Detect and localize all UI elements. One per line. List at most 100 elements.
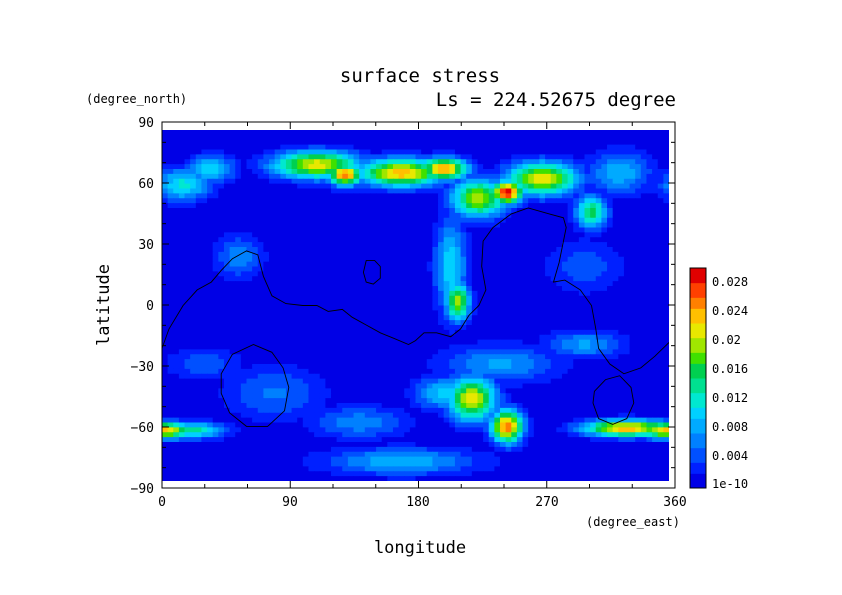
heatmap-cell (528, 251, 535, 258)
heatmap-cell (477, 134, 484, 141)
heatmap-cell (274, 393, 281, 399)
heatmap-cell (415, 266, 422, 272)
heatmap-cell (229, 300, 236, 307)
heatmap-cell (207, 325, 214, 331)
heatmap-cell (167, 398, 174, 404)
heatmap-cell (623, 222, 631, 229)
heatmap-cell (274, 130, 281, 136)
heatmap-cell (229, 251, 236, 258)
heatmap-cell (511, 325, 518, 331)
heatmap-cell (652, 344, 659, 350)
heatmap-cell (269, 154, 276, 160)
heatmap-cell (623, 134, 631, 141)
heatmap-cell (516, 320, 524, 326)
heatmap-cell (201, 364, 208, 370)
heatmap-cell (652, 173, 659, 180)
heatmap-cell (207, 251, 214, 258)
heatmap-cell (449, 256, 456, 263)
heatmap-cell (173, 183, 180, 190)
heatmap-cell (443, 325, 450, 331)
heatmap-cell (376, 300, 383, 307)
heatmap-cell (539, 300, 546, 307)
heatmap-cell (387, 193, 394, 199)
heatmap-cell (319, 271, 326, 277)
heatmap-cell (607, 320, 614, 326)
heatmap-cell (235, 364, 242, 370)
heatmap-cell (376, 232, 383, 238)
heatmap-cell (212, 354, 219, 360)
heatmap-cell (252, 247, 259, 253)
heatmap-cell (381, 286, 388, 292)
heatmap-cell (212, 305, 219, 311)
heatmap-cell (545, 310, 552, 316)
heatmap-cell (331, 339, 338, 346)
heatmap-cell (212, 173, 219, 180)
heatmap-cell (443, 378, 450, 385)
heatmap-cell (471, 373, 479, 380)
heatmap-cell (561, 271, 569, 277)
heatmap-cell (516, 339, 524, 346)
heatmap-cell (438, 373, 445, 380)
heatmap-cell (392, 300, 400, 307)
heatmap-cell (607, 183, 614, 190)
heatmap-cell (314, 349, 321, 355)
heatmap-cell (392, 198, 400, 204)
heatmap-cell (477, 261, 484, 268)
heatmap-cell (483, 149, 490, 155)
heatmap-cell (584, 334, 591, 341)
heatmap-cell (607, 144, 614, 151)
heatmap-cell (607, 290, 614, 297)
heatmap-cell (331, 393, 338, 399)
heatmap-cell (500, 276, 507, 282)
heatmap-cell (550, 310, 557, 316)
heatmap-cell (274, 237, 281, 243)
heatmap-cell (556, 295, 563, 302)
heatmap-cell (229, 290, 236, 297)
heatmap-cell (573, 164, 580, 170)
heatmap-cell (623, 149, 631, 155)
heatmap-cell (545, 164, 552, 170)
heatmap-cell (201, 154, 208, 160)
heatmap-cell (392, 159, 400, 165)
heatmap-cell (308, 144, 315, 151)
heatmap-cell (657, 393, 664, 399)
heatmap-cell (207, 154, 214, 160)
heatmap-cell (573, 383, 580, 389)
heatmap-cell (573, 130, 580, 136)
heatmap-cell (590, 256, 597, 263)
heatmap-cell (162, 368, 169, 375)
heatmap-cell (285, 203, 293, 209)
heatmap-cell (516, 305, 524, 311)
heatmap-cell (212, 281, 219, 287)
heatmap-cell (494, 286, 501, 292)
heatmap-cell (252, 198, 259, 204)
heatmap-cell (342, 329, 349, 336)
heatmap-cell (590, 144, 597, 151)
heatmap-cell (477, 378, 484, 385)
heatmap-cell (438, 286, 445, 292)
heatmap-cell (629, 188, 636, 194)
heatmap-cell (663, 212, 669, 219)
heatmap-cell (561, 256, 569, 263)
heatmap-cell (505, 388, 512, 394)
heatmap-cell (347, 295, 355, 302)
heatmap-cell (240, 388, 248, 394)
heatmap-cell (359, 354, 366, 360)
heatmap-cell (421, 139, 428, 146)
heatmap-cell (567, 349, 574, 355)
heatmap-cell (353, 183, 360, 190)
heatmap-cell (590, 217, 597, 224)
heatmap-cell (190, 310, 197, 316)
heatmap-cell (404, 388, 411, 394)
heatmap-cell (454, 159, 462, 165)
heatmap-cell (263, 222, 270, 229)
heatmap-cell (257, 393, 264, 399)
heatmap-cell (426, 193, 433, 199)
heatmap-cell (415, 242, 422, 248)
heatmap-cell (404, 208, 411, 214)
heatmap-cell (477, 130, 484, 136)
heatmap-cell (550, 286, 557, 292)
heatmap-cell (483, 393, 490, 399)
heatmap-cell (229, 256, 236, 263)
heatmap-cell (162, 164, 169, 170)
